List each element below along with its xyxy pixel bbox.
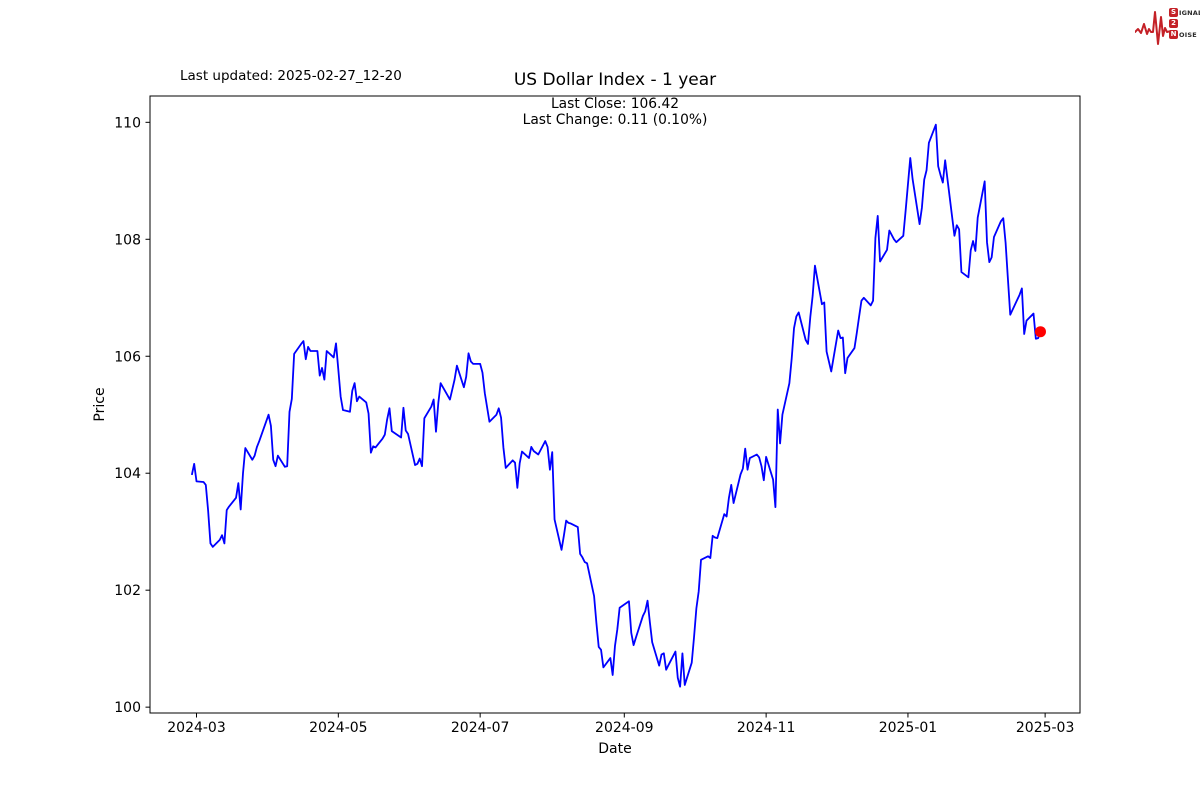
x-axis-label: Date	[598, 741, 631, 757]
logo-badge-n: N	[1169, 30, 1178, 39]
y-tick-label: 100	[114, 700, 141, 716]
chart-title: US Dollar Index - 1 year	[513, 70, 717, 90]
chart-annotation: Last Close: 106.42 Last Change: 0.11 (0.…	[150, 96, 1080, 128]
y-axis-label: Price	[92, 387, 108, 421]
y-tick-label: 102	[114, 583, 141, 599]
price-line	[190, 123, 1042, 688]
logo-word-ignal: IGNAL	[1179, 8, 1200, 17]
heartbeat-icon	[1135, 11, 1171, 45]
y-tick-label: 106	[114, 349, 141, 365]
last-close-label: Last Close: 106.42	[550, 96, 680, 112]
x-tick-label: 2024-07	[451, 720, 510, 736]
logo-badge-2: 2	[1169, 19, 1178, 28]
y-tick-label: 104	[114, 466, 141, 482]
x-tick-label: 2024-09	[595, 720, 654, 736]
logo-word-oise: OISE	[1179, 30, 1197, 39]
last-change-label: Last Change: 0.11 (0.10%)	[522, 111, 708, 128]
x-tick-label: 2024-11	[737, 720, 796, 736]
x-tick-label: 2024-03	[167, 720, 226, 736]
x-tick-label: 2024-05	[309, 720, 368, 736]
y-tick-label: 110	[114, 115, 141, 131]
logo-text: S IGNAL 2 N OISE	[1169, 7, 1200, 40]
last-updated-label: Last updated: 2025-02-27_12-20	[180, 68, 402, 84]
x-tick-label: 2025-03	[1016, 720, 1075, 736]
axes-frame	[149, 95, 1081, 714]
last-close-marker	[1034, 326, 1046, 338]
logo-badge-s: S	[1169, 8, 1178, 17]
signal2noise-logo: S IGNAL 2 N OISE	[1135, 4, 1200, 48]
x-tick-label: 2025-01	[879, 720, 938, 736]
y-tick-label: 108	[114, 232, 141, 248]
